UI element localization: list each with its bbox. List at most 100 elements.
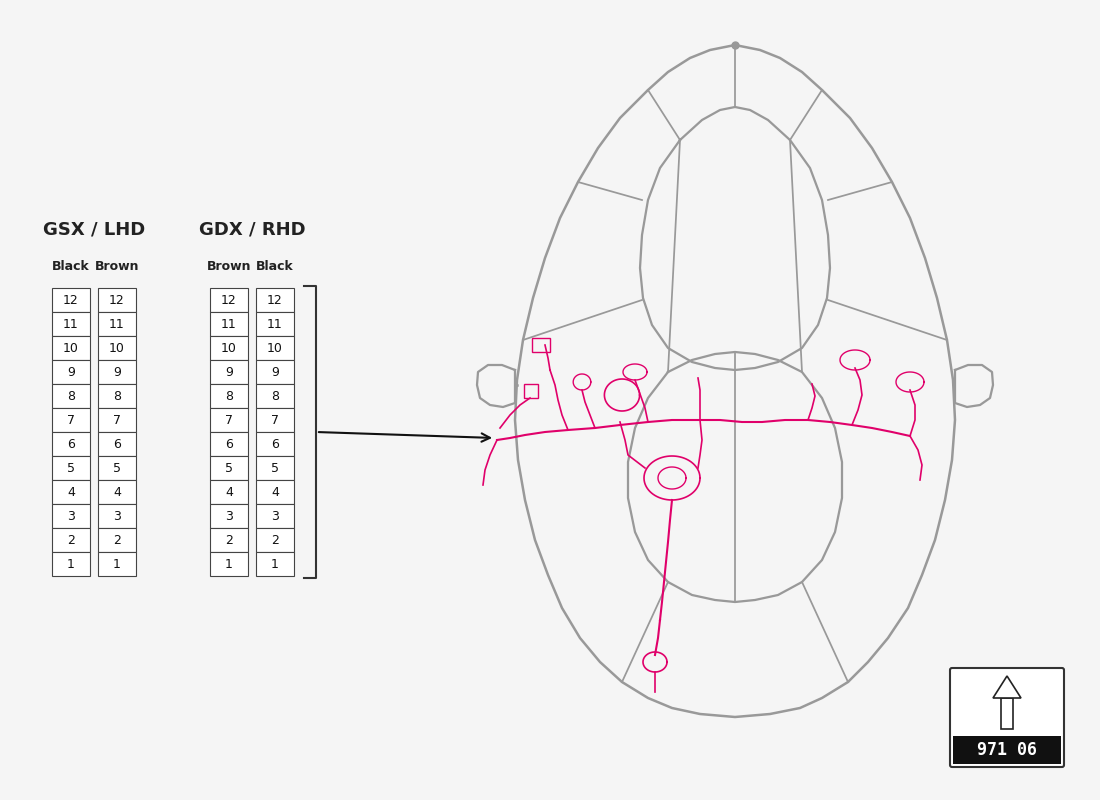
Text: 1: 1: [67, 558, 75, 570]
Bar: [210, 336, 248, 360]
Text: 9: 9: [113, 366, 121, 378]
Bar: [256, 288, 294, 312]
Bar: [210, 480, 248, 504]
Text: 1: 1: [226, 558, 233, 570]
Text: 9: 9: [226, 366, 233, 378]
Text: 12: 12: [221, 294, 236, 306]
Bar: [52, 312, 90, 336]
Bar: [524, 384, 538, 398]
Bar: [210, 408, 248, 432]
Text: 1: 1: [113, 558, 121, 570]
Text: 5: 5: [67, 462, 75, 474]
Bar: [210, 552, 248, 576]
Text: 12: 12: [267, 294, 283, 306]
Bar: [98, 456, 136, 480]
Bar: [210, 312, 248, 336]
Text: 8: 8: [271, 390, 279, 402]
Bar: [52, 360, 90, 384]
Text: 12: 12: [109, 294, 125, 306]
Bar: [52, 480, 90, 504]
Text: 8: 8: [113, 390, 121, 402]
Text: 2: 2: [226, 534, 233, 546]
Text: 4: 4: [67, 486, 75, 498]
Bar: [210, 360, 248, 384]
Bar: [210, 456, 248, 480]
Bar: [256, 480, 294, 504]
Text: 8: 8: [226, 390, 233, 402]
Text: 2: 2: [113, 534, 121, 546]
Text: 10: 10: [221, 342, 236, 354]
Text: 10: 10: [267, 342, 283, 354]
Text: 7: 7: [67, 414, 75, 426]
Text: 11: 11: [221, 318, 236, 330]
Bar: [52, 408, 90, 432]
Text: Black: Black: [256, 259, 294, 273]
Text: 4: 4: [113, 486, 121, 498]
Bar: [210, 384, 248, 408]
Bar: [98, 552, 136, 576]
Text: 4: 4: [271, 486, 279, 498]
Bar: [98, 384, 136, 408]
Text: 4: 4: [226, 486, 233, 498]
Bar: [52, 528, 90, 552]
Bar: [256, 384, 294, 408]
Bar: [98, 312, 136, 336]
Text: 6: 6: [271, 438, 279, 450]
Text: 1: 1: [271, 558, 279, 570]
Text: 3: 3: [113, 510, 121, 522]
Bar: [52, 288, 90, 312]
Bar: [256, 312, 294, 336]
Text: 6: 6: [67, 438, 75, 450]
Text: 6: 6: [113, 438, 121, 450]
Text: 11: 11: [63, 318, 79, 330]
Bar: [52, 504, 90, 528]
Text: GDX / RHD: GDX / RHD: [199, 221, 306, 239]
Text: 5: 5: [271, 462, 279, 474]
Bar: [52, 336, 90, 360]
Text: 6: 6: [226, 438, 233, 450]
Bar: [210, 504, 248, 528]
Bar: [98, 480, 136, 504]
Text: 3: 3: [226, 510, 233, 522]
Text: 2: 2: [67, 534, 75, 546]
Text: GSX / LHD: GSX / LHD: [43, 221, 145, 239]
Text: 10: 10: [63, 342, 79, 354]
Text: 3: 3: [67, 510, 75, 522]
Bar: [1001, 698, 1013, 729]
Bar: [210, 288, 248, 312]
Text: 3: 3: [271, 510, 279, 522]
Polygon shape: [993, 676, 1021, 698]
Bar: [98, 336, 136, 360]
Bar: [256, 408, 294, 432]
Bar: [98, 288, 136, 312]
Bar: [52, 384, 90, 408]
Text: 7: 7: [226, 414, 233, 426]
Bar: [256, 336, 294, 360]
Bar: [256, 432, 294, 456]
Bar: [98, 432, 136, 456]
Text: 7: 7: [113, 414, 121, 426]
Text: Brown: Brown: [207, 259, 251, 273]
Bar: [532, 338, 550, 352]
Text: 11: 11: [109, 318, 125, 330]
Text: 5: 5: [226, 462, 233, 474]
Bar: [98, 528, 136, 552]
Bar: [98, 408, 136, 432]
FancyBboxPatch shape: [950, 668, 1064, 767]
Bar: [98, 504, 136, 528]
Text: 9: 9: [271, 366, 279, 378]
Text: 971 06: 971 06: [977, 741, 1037, 759]
Bar: [256, 360, 294, 384]
Text: 10: 10: [109, 342, 125, 354]
Bar: [210, 528, 248, 552]
Text: Black: Black: [52, 259, 90, 273]
Bar: [52, 432, 90, 456]
Bar: [52, 456, 90, 480]
Text: 2: 2: [271, 534, 279, 546]
Bar: [210, 432, 248, 456]
Bar: [953, 736, 1062, 764]
Text: 9: 9: [67, 366, 75, 378]
Bar: [256, 552, 294, 576]
Text: 7: 7: [271, 414, 279, 426]
Bar: [98, 360, 136, 384]
